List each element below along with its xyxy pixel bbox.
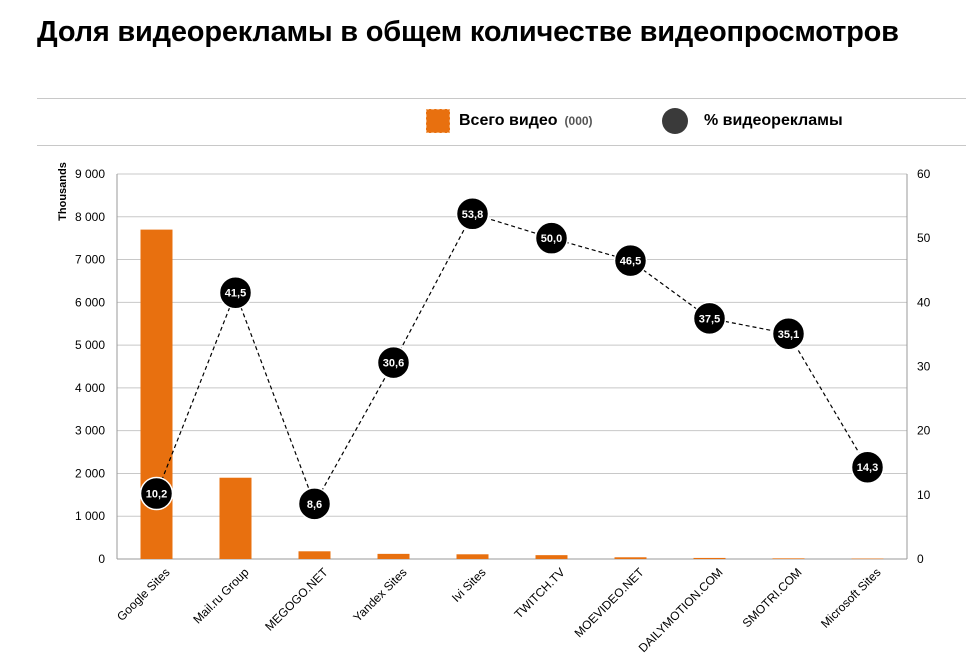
bar-6 xyxy=(535,555,568,559)
marker-7 xyxy=(613,243,648,278)
ad-share-line xyxy=(155,213,869,506)
data-label: 41,5 xyxy=(225,288,246,300)
y-tick-label: 8 000 xyxy=(75,210,105,224)
legend-item-ad-share: % видеорекламы xyxy=(662,106,843,136)
y-tick-label: 2 000 xyxy=(75,466,105,480)
bar-9 xyxy=(772,558,805,559)
data-label: 8,6 xyxy=(307,499,322,511)
x-tick-label: DAILYMOTION.COM xyxy=(636,565,726,655)
y-tick-label: 1 000 xyxy=(75,509,105,523)
bar-2 xyxy=(219,477,252,559)
y-tick-label: 5 000 xyxy=(75,338,105,352)
marker-2 xyxy=(218,275,253,310)
y2-tick-label: 20 xyxy=(917,424,931,438)
marker-4 xyxy=(376,345,411,380)
y2-tick-label: 60 xyxy=(917,167,931,181)
bar-7 xyxy=(614,557,647,559)
y-tick-label: 7 000 xyxy=(75,253,105,267)
marker-6 xyxy=(534,221,569,255)
y-tick-label: 6 000 xyxy=(75,295,105,309)
legend-bars-unit: (000) xyxy=(564,114,593,128)
legend-line-label: % видеорекламы xyxy=(704,112,843,129)
data-label: 46,5 xyxy=(620,256,641,268)
x-tick-label: Google Sites xyxy=(114,565,172,623)
marker-5 xyxy=(455,197,490,231)
data-label: 14,3 xyxy=(857,462,878,474)
x-tick-label: Microsoft Sites xyxy=(818,565,884,631)
y-tick-label: 0 xyxy=(98,552,105,566)
legend-bar-swatch xyxy=(426,109,450,133)
header-divider xyxy=(37,98,966,99)
y-tick-label: 9 000 xyxy=(75,167,105,181)
bar-3 xyxy=(298,551,331,559)
x-tick-label: Yandex Sites xyxy=(350,565,409,624)
legend-marker-swatch xyxy=(662,108,688,134)
x-tick-label: TWITCH.TV xyxy=(512,565,568,621)
x-tick-label: SMOTRI.COM xyxy=(740,565,805,630)
y2-tick-label: 0 xyxy=(917,552,924,566)
marker-10 xyxy=(850,450,885,484)
data-label: 37,5 xyxy=(699,313,720,325)
x-tick-label: Mail.ru Group xyxy=(190,565,252,627)
legend-bars-label: Всего видео xyxy=(459,112,558,129)
bar-10 xyxy=(851,558,884,560)
bar-8 xyxy=(693,557,726,559)
x-tick-label: Ivi Sites xyxy=(449,565,489,605)
x-tick-label: MEGOGO.NET xyxy=(262,565,331,634)
data-label: 35,1 xyxy=(778,329,799,341)
data-label: 30,6 xyxy=(383,358,404,370)
y2-tick-label: 30 xyxy=(917,360,931,374)
legend-divider xyxy=(37,145,966,146)
data-label: 53,8 xyxy=(462,209,483,221)
data-label: 50,0 xyxy=(541,233,562,245)
marker-1 xyxy=(139,476,174,511)
legend-item-total-video: Всего видео (000) xyxy=(426,106,593,136)
data-label: 10,2 xyxy=(146,489,167,501)
y2-tick-label: 10 xyxy=(917,488,931,502)
marker-9 xyxy=(771,317,806,351)
marker-8 xyxy=(692,301,727,336)
y-axis-label: Thousands xyxy=(57,162,69,221)
bar-4 xyxy=(377,553,410,559)
y-tick-label: 4 000 xyxy=(75,381,105,395)
y-tick-label: 3 000 xyxy=(75,424,105,438)
x-tick-label: MOEVIDEO.NET xyxy=(572,565,647,640)
y2-tick-label: 40 xyxy=(917,295,931,309)
y2-tick-label: 50 xyxy=(917,231,931,245)
bar-5 xyxy=(456,554,489,559)
marker-3 xyxy=(297,487,332,521)
chart-title: Доля видеорекламы в общем количестве вид… xyxy=(37,16,899,48)
